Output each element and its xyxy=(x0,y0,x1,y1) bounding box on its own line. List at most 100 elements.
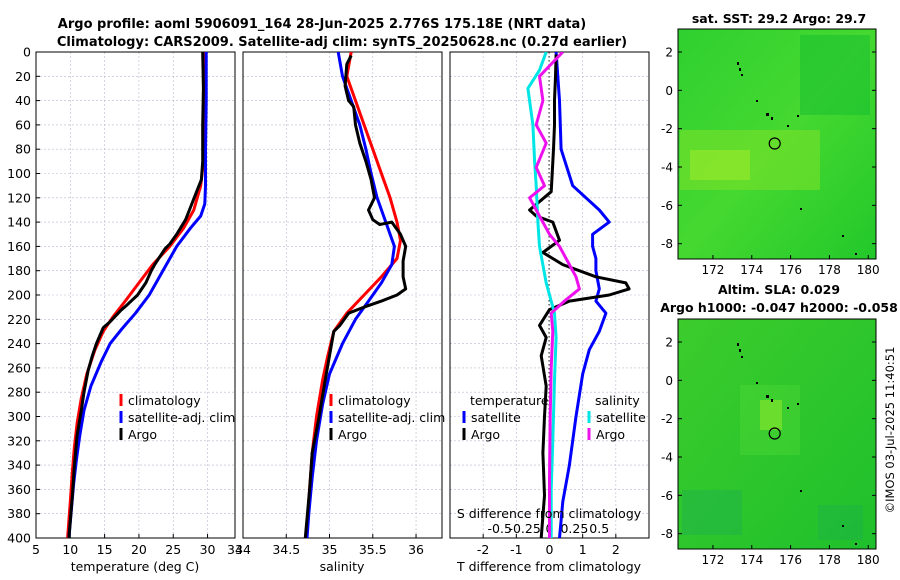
y-tick-label: 260 xyxy=(7,360,31,375)
difference-lines xyxy=(526,52,631,538)
x-tick-label: 1 xyxy=(579,542,587,557)
map-y-tick-label: -2 xyxy=(661,412,673,426)
sla-island xyxy=(797,403,799,405)
sla-map-panel: Altim. SLA: 0.029 Argo h1000: -0.047 h20… xyxy=(660,282,898,567)
sst-map-frame xyxy=(677,28,877,260)
temperature-x-ticks: 5 10 15 20 25 30 34 xyxy=(32,534,243,557)
difference-legend-s-argo: Argo xyxy=(596,427,625,442)
map-x-tick-label: 178 xyxy=(818,553,841,567)
sla-island xyxy=(842,525,844,527)
y-tick-label: 120 xyxy=(7,190,31,205)
sla-map-low-patch-east xyxy=(818,505,863,540)
y-tick-label: 40 xyxy=(15,93,31,108)
series-line-satellite-adj-clim xyxy=(305,52,396,538)
salinity-lines xyxy=(303,52,408,538)
salinity-panel: 34 34.5 35 35.5 36 salinity climatology sate… xyxy=(235,51,445,574)
sla-island xyxy=(800,490,802,492)
map-y-tick-label: 0 xyxy=(665,374,673,388)
series-line-argo xyxy=(67,52,205,538)
sla-island xyxy=(756,382,758,384)
salinity-legend-satellite: satellite-adj. clim xyxy=(338,410,445,425)
x-tick-label: 20 xyxy=(131,542,147,557)
difference-top-xlabel: S difference from climatology xyxy=(457,506,642,521)
y-tick-label: 60 xyxy=(15,117,31,132)
x-tick-label: 36 xyxy=(408,542,424,557)
sla-map-ticks: 172 174 176 178 180 2 0 -2 -4 -6 -8 xyxy=(661,336,880,568)
y-tick-label: 360 xyxy=(7,482,31,497)
sla-island xyxy=(787,407,789,409)
sst-island xyxy=(855,253,857,255)
sst-island xyxy=(800,208,802,210)
difference-legend-s-satellite: satellite xyxy=(596,410,646,425)
y-tick-label: 200 xyxy=(7,288,31,303)
sst-map-warm-core xyxy=(690,150,750,180)
sst-island xyxy=(842,235,844,237)
sla-map-low-patch xyxy=(682,490,742,535)
map-y-tick-label: 0 xyxy=(665,84,673,98)
difference-legend-temperature-title: temperature xyxy=(470,393,549,408)
y-tick-label: 100 xyxy=(7,166,31,181)
y-tick-label: 80 xyxy=(15,142,31,157)
imos-timestamp: ©IMOS 03-Jul-2025 11:40:51 xyxy=(883,347,897,514)
map-y-tick-label: -8 xyxy=(661,237,673,251)
map-y-tick-label: -2 xyxy=(661,122,673,136)
map-y-tick-label: 2 xyxy=(665,46,673,60)
y-tick-label: 400 xyxy=(7,531,31,546)
salinity-x-ticks: 34 34.5 35 35.5 36 xyxy=(235,534,424,557)
sst-island xyxy=(739,68,741,71)
salinity-axes-frame xyxy=(242,51,443,539)
x-tick-label: 35.5 xyxy=(359,542,387,557)
sst-map-ticks: 172 174 176 178 180 2 0 -2 -4 -6 -8 xyxy=(661,46,880,278)
map-x-tick-label: 174 xyxy=(740,263,763,277)
sla-island xyxy=(771,399,773,402)
sla-island xyxy=(739,349,741,352)
sla-island xyxy=(741,356,743,358)
y-tick-label: 160 xyxy=(7,239,31,254)
x-tick-label: 34 xyxy=(227,542,243,557)
y-tick-label: 320 xyxy=(7,433,31,448)
sst-island xyxy=(771,117,773,120)
sla-island xyxy=(737,343,739,346)
y-tick-label: 240 xyxy=(7,336,31,351)
difference-legend-t-satellite: satellite xyxy=(471,410,521,425)
x-tick-label: 34.5 xyxy=(272,542,300,557)
y-tick-label: 0 xyxy=(23,45,31,60)
sla-map-title-line1: Altim. SLA: 0.029 xyxy=(718,282,840,297)
map-y-tick-label: -4 xyxy=(661,451,673,465)
temperature-legend: climatology satellite-adj. clim Argo xyxy=(119,393,235,442)
temperature-y-ticks: 0 20 40 60 80 100 120 140 160 180 200 220 240 260 280 3… xyxy=(7,45,40,546)
temperature-legend-satellite: satellite-adj. clim xyxy=(128,410,235,425)
sla-map-islands xyxy=(737,343,857,545)
x-tick-label: 0 xyxy=(546,542,554,557)
map-y-tick-label: 2 xyxy=(665,336,673,350)
series-line-s-argo xyxy=(528,52,581,538)
sst-map-title: sat. SST: 29.2 Argo: 29.7 xyxy=(692,11,866,26)
x-tick-label: 34 xyxy=(235,542,251,557)
y-tick-label: 300 xyxy=(7,409,31,424)
y-tick-label: 20 xyxy=(15,69,31,84)
sla-map-argo-marker xyxy=(768,427,781,440)
temperature-panel: 0 20 40 60 80 100 120 140 160 180 200 220 240 260 280 3… xyxy=(7,45,243,575)
salinity-xlabel: salinity xyxy=(320,559,365,574)
temperature-legend-climatology: climatology xyxy=(128,393,201,408)
sla-island xyxy=(855,543,857,545)
map-x-tick-label: 176 xyxy=(779,553,802,567)
temperature-lines xyxy=(66,52,208,538)
series-line-t-satellite xyxy=(554,52,611,538)
difference-legend-t-argo: Argo xyxy=(471,427,500,442)
map-y-tick-label: -6 xyxy=(661,199,673,213)
top-x-tick-label: -0.5 xyxy=(488,521,512,536)
top-x-tick-label: -0.25 xyxy=(508,521,540,536)
sla-map-frame xyxy=(677,318,877,550)
x-tick-label: 10 xyxy=(62,542,78,557)
map-x-tick-label: 178 xyxy=(818,263,841,277)
map-y-tick-label: -6 xyxy=(661,489,673,503)
sst-island xyxy=(787,125,789,127)
sst-island xyxy=(737,62,739,65)
difference-xlabel: T difference from climatology xyxy=(456,559,642,574)
figure-title-line2: Climatology: CARS2009. Satellite-adj cli… xyxy=(57,35,627,50)
map-x-tick-label: 174 xyxy=(740,553,763,567)
top-x-tick-label: 0.5 xyxy=(589,521,609,536)
map-y-tick-label: -8 xyxy=(661,527,673,541)
